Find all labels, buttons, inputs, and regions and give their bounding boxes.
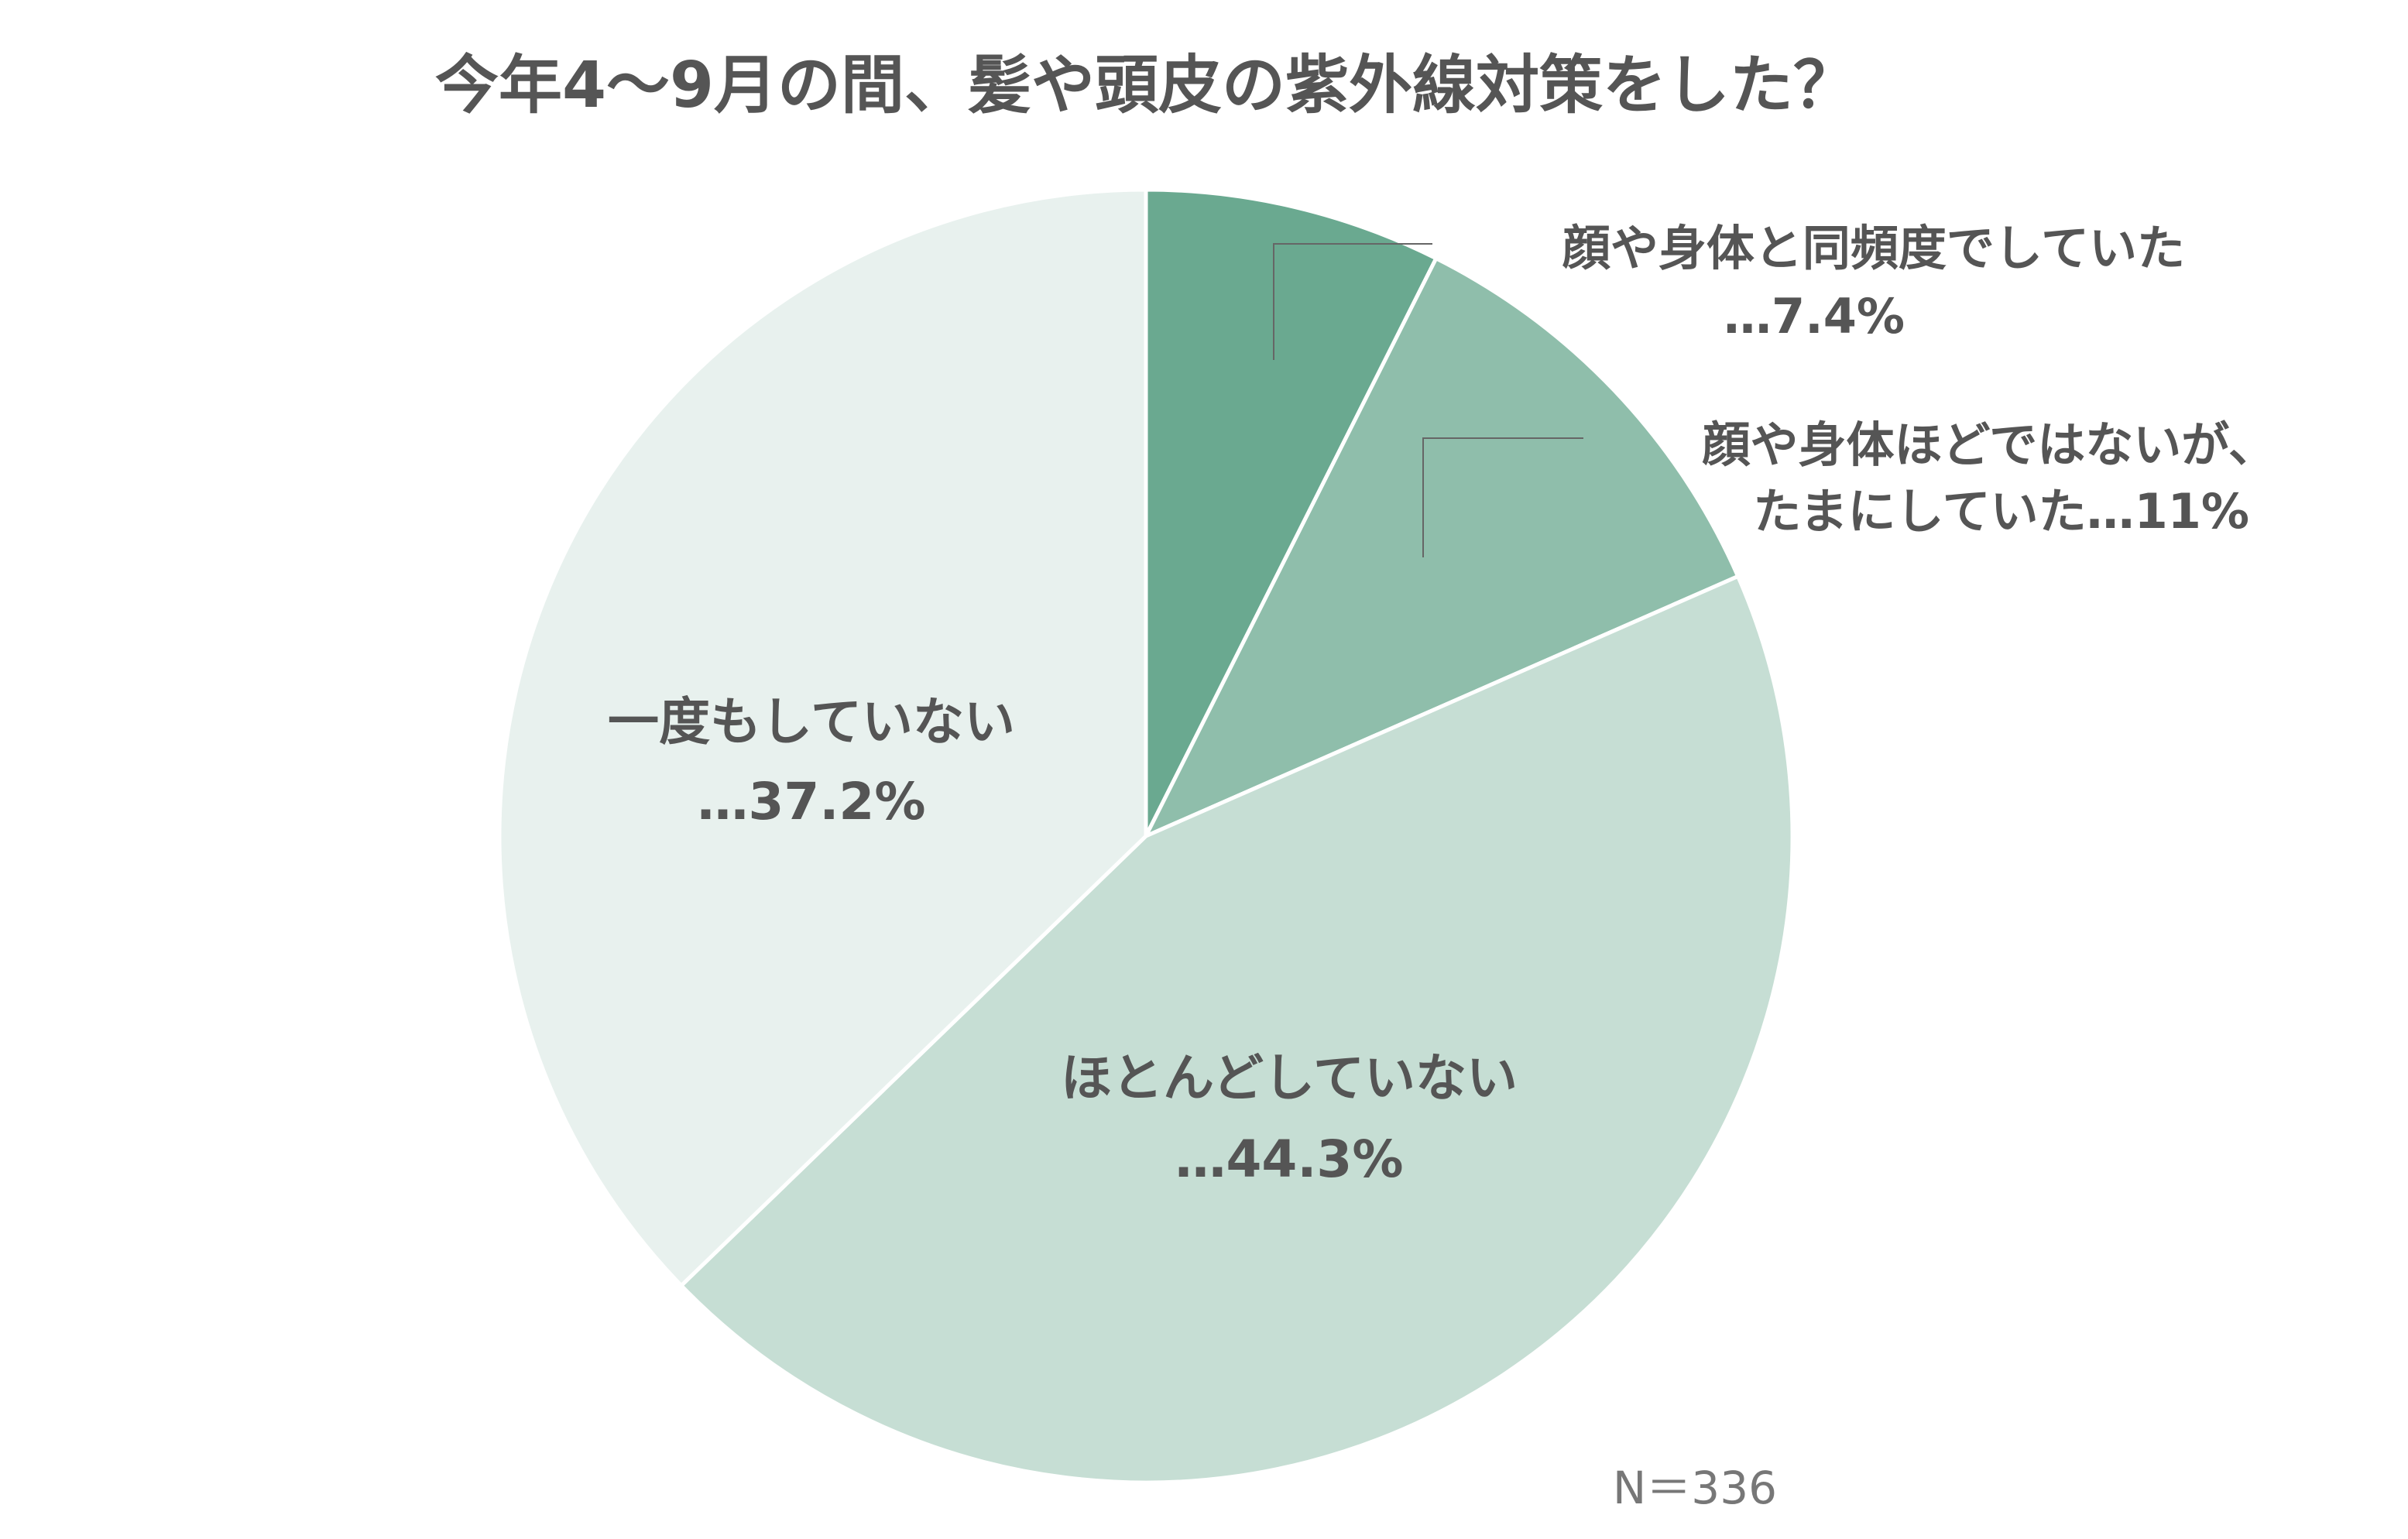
slice-value-2: たまにしていた…11% <box>1753 483 2249 540</box>
leader-line-slice-2 <box>1422 437 1583 557</box>
slice-value-3: …44.3% <box>1175 1129 1404 1189</box>
pie-slice-4 <box>497 187 1148 1288</box>
pie-slice-2 <box>1144 256 1741 838</box>
slice-label-2: 顔や身体ほどではないが、 <box>1702 416 2276 473</box>
slice-label-3: ほとんどしていない <box>1061 1048 1518 1108</box>
slice-value-1: …7.4% <box>1724 288 1905 344</box>
leader-line-slice-1 <box>1273 243 1432 360</box>
slice-label-1-line-1: 顔や身体と同頻度でしていた <box>1562 220 2185 276</box>
sample-size-note: N＝336 <box>1613 1462 1777 1514</box>
slice-label-1-line-2: …7.4% <box>1724 288 1905 344</box>
slice-label-2-line-1: 顔や身体ほどではないが、 <box>1702 416 2276 473</box>
slice-label-3-line-2: …44.3% <box>1175 1129 1404 1189</box>
slice-label-1: 顔や身体と同頻度でしていた <box>1562 220 2185 276</box>
chart-title: 今年4〜9月の間、髪や頭皮の紫外線対策をした？ <box>435 49 1857 122</box>
pie-slices <box>497 187 1795 1485</box>
slice-value-4: …37.2% <box>698 772 926 831</box>
pie-slice-1 <box>1144 187 1439 838</box>
slice-label-4-line-2: …37.2% <box>698 772 926 831</box>
slice-label-4: 一度もしていない <box>608 692 1015 752</box>
slice-label-4-line-1: 一度もしていない <box>608 692 1015 752</box>
pie-slice-3 <box>679 574 1795 1485</box>
slice-label-3-line-1: ほとんどしていない <box>1061 1048 1518 1108</box>
slice-label-2-line-2: たまにしていた…11% <box>1753 483 2249 540</box>
